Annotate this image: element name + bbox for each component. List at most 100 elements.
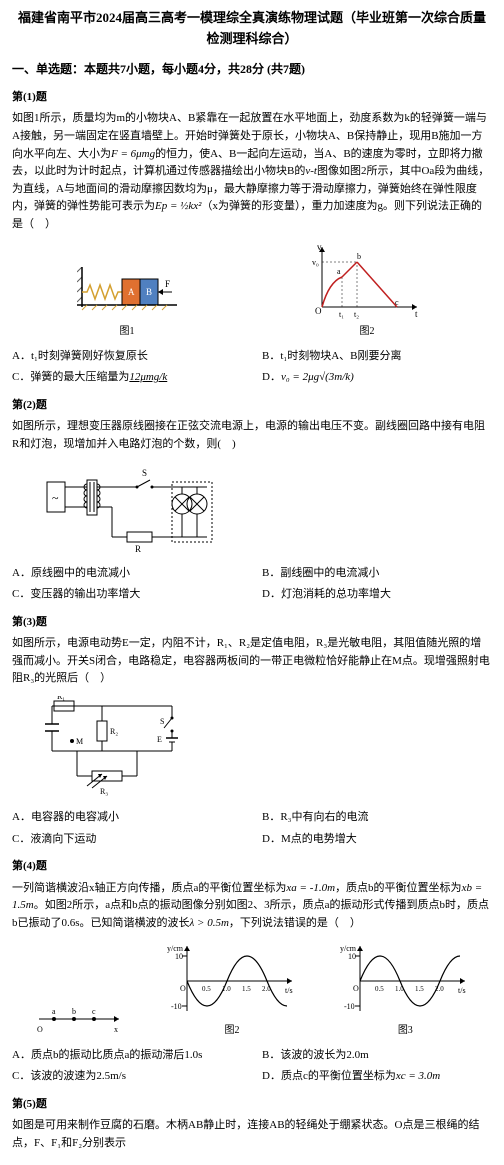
q2-num: 第(2)题 <box>12 397 492 415</box>
q1-num: 第(1)题 <box>12 89 492 107</box>
q3-optA: A．电容器的电容减小 <box>12 809 242 827</box>
svg-text:a: a <box>52 1007 56 1016</box>
q4-fig2-container: y/cm t/s 10 -10 O 0.5 1.0 1.5 2.0 图2 <box>167 941 297 1039</box>
svg-text:R₂: R₂ <box>110 727 118 736</box>
svg-text:O: O <box>37 1025 43 1034</box>
q4-options: A．质点b的振动比质点a的振动滞后1.0s B．该波的波长为2.0m C．该波的… <box>12 1047 492 1086</box>
q4-optC: C．该波的波速为2.5m/s <box>12 1068 242 1086</box>
q4-fig1-svg: x O a b c <box>34 999 124 1039</box>
svg-text:O: O <box>353 984 359 993</box>
q4-f3: λ > 0.5m <box>190 917 229 929</box>
q4-text4: ，下列说法错误的是（ ） <box>229 917 361 929</box>
q1-fig2-label: 图2 <box>307 324 427 340</box>
q5-num: 第(5)题 <box>12 1096 492 1114</box>
svg-text:R: R <box>135 544 141 554</box>
q4-num: 第(4)题 <box>12 858 492 876</box>
q1-optA: A．t₁时刻弹簧刚好恢复原长 <box>12 348 242 366</box>
q1-fig2-svg: v t O v₀ t₁ t₂ a b c <box>307 242 427 322</box>
svg-text:F: F <box>165 279 170 289</box>
q3-text: 如图所示，电源电动势E一定，内阻不计，R₁、R₂是定值电阻，R₃是光敏电阻，其阻… <box>12 635 492 688</box>
svg-text:v₀: v₀ <box>312 258 319 267</box>
svg-text:A: A <box>128 287 135 297</box>
svg-text:R₁: R₁ <box>57 696 65 701</box>
q4-text: 一列简谐横波沿x轴正方向传播，质点a的平衡位置坐标为xa = -1.0m，质点b… <box>12 880 492 933</box>
svg-text:c: c <box>92 1007 96 1016</box>
svg-text:~: ~ <box>52 491 59 505</box>
q2-fig-svg: ~ S R <box>42 462 222 557</box>
q1-figures: A B F 图1 v <box>12 242 492 340</box>
svg-text:b: b <box>72 1007 76 1016</box>
q1-text3: 图像如图2所示，其中Oa段为曲线， <box>317 165 489 177</box>
q3-figure: R₁ M R₂ S E R₃ <box>12 696 492 801</box>
svg-text:B: B <box>146 287 152 297</box>
q2-text: 如图所示，理想变压器原线圈接在正弦交流电源上，电源的输出电压不变。副线圈回路中接… <box>12 418 492 453</box>
q5-text: 如图是可用来制作豆腐的石磨。木柄AB静止时，连接AB的轻绳处于绷紧状态。O点是三… <box>12 1117 492 1152</box>
q4-fig3-label: 图3 <box>340 1023 470 1039</box>
q2-optD: D．灯泡消耗的总功率增大 <box>262 586 492 604</box>
q4-optD-text: D．质点c的平衡位置坐标为 <box>262 1070 396 1082</box>
q1-text: 如图1所示，质量均为m的小物块A、B紧靠在一起放置在水平地面上，劲度系数为k的轻… <box>12 110 492 233</box>
svg-text:t₁: t₁ <box>339 310 344 319</box>
q3-num: 第(3)题 <box>12 614 492 632</box>
q3-fig-svg: R₁ M R₂ S E R₃ <box>42 696 182 801</box>
q4-fig2-svg: y/cm t/s 10 -10 O 0.5 1.0 1.5 2.0 <box>167 941 297 1021</box>
q4-optD-formula: xc = 3.0m <box>396 1070 440 1082</box>
svg-text:t/s: t/s <box>458 986 466 995</box>
q3-optC: C．液滴向下运动 <box>12 831 242 849</box>
svg-text:M: M <box>76 737 83 746</box>
q4-f1: xa = -1.0m <box>286 882 335 894</box>
svg-text:b: b <box>357 252 361 261</box>
q1-f1: F = 6μmg <box>111 148 155 160</box>
q1-optD-formula: v₀ = 2μg√(3m/k) <box>281 371 354 383</box>
q1-fig1-svg: A B F <box>77 267 177 322</box>
q1-optB: B．t₁时刻物块A、B刚要分离 <box>262 348 492 366</box>
q2-figure: ~ S R <box>12 462 492 557</box>
svg-text:t: t <box>415 309 418 319</box>
svg-text:-10: -10 <box>344 1002 355 1011</box>
q4-fig1-container: x O a b c <box>34 999 124 1039</box>
q2-options: A．原线圈中的电流减小 B．副线圈中的电流减小 C．变压器的输出功率增大 D．灯… <box>12 565 492 604</box>
svg-text:t₂: t₂ <box>354 310 359 319</box>
q4-optB: B．该波的波长为2.0m <box>262 1047 492 1065</box>
svg-text:a: a <box>337 267 341 276</box>
svg-text:0.5: 0.5 <box>375 985 384 993</box>
svg-text:O: O <box>180 984 186 993</box>
q1-optC-text: C．弹簧的最大压缩量为 <box>12 371 129 383</box>
page-title: 福建省南平市2024届高三高考一模理综全真演练物理试题（毕业班第一次综合质量检测… <box>12 8 492 50</box>
svg-text:v: v <box>317 242 322 252</box>
q1-optD-text: D． <box>262 371 281 383</box>
q2-optB: B．副线圈中的电流减小 <box>262 565 492 583</box>
q1-optC-formula: 12μmg/k <box>129 371 167 383</box>
q4-optA: A．质点b的振动比质点a的振动滞后1.0s <box>12 1047 242 1065</box>
q4-fig3-container: y/cm t/s 10 -10 O 0.5 1.0 1.5 2.0 图3 <box>340 941 470 1039</box>
svg-text:E: E <box>157 735 162 744</box>
svg-text:R₃: R₃ <box>100 787 108 796</box>
q1-optD: D．v₀ = 2μg√(3m/k) <box>262 369 492 387</box>
q4-fig3-svg: y/cm t/s 10 -10 O 0.5 1.0 1.5 2.0 <box>340 941 470 1021</box>
svg-text:x: x <box>114 1025 118 1034</box>
svg-text:-10: -10 <box>171 1002 182 1011</box>
q4-figures: x O a b c y/cm t/s 10 -10 O 0.5 1.0 1.5 … <box>12 941 492 1039</box>
q1-options: A．t₁时刻弹簧刚好恢复原长 B．t₁时刻物块A、B刚要分离 C．弹簧的最大压缩… <box>12 348 492 387</box>
q4-text1: 一列简谐横波沿x轴正方向传播，质点a的平衡位置坐标为 <box>12 882 286 894</box>
section-header: 一、单选题：本题共7小题，每小题4分，共28分 (共7题) <box>12 60 492 79</box>
svg-text:10: 10 <box>348 952 356 961</box>
svg-text:1.5: 1.5 <box>242 985 251 993</box>
q3-optD: D．M点的电势增大 <box>262 831 492 849</box>
svg-text:1.5: 1.5 <box>415 985 424 993</box>
q1-fig1-label: 图1 <box>77 324 177 340</box>
svg-text:S: S <box>160 717 164 726</box>
svg-text:t/s: t/s <box>285 986 293 995</box>
svg-text:0.5: 0.5 <box>202 985 211 993</box>
q1-f3: Ep = ½kx² <box>155 200 201 212</box>
q1-fig1-container: A B F 图1 <box>77 267 177 340</box>
q3-optB: B．R₃中有向右的电流 <box>262 809 492 827</box>
q1-fig2-container: v t O v₀ t₁ t₂ a b c 图2 <box>307 242 427 340</box>
q3-options: A．电容器的电容减小 B．R₃中有向右的电流 C．液滴向下运动 D．M点的电势增… <box>12 809 492 848</box>
svg-text:S: S <box>142 468 147 478</box>
svg-text:O: O <box>315 306 322 316</box>
q1-f2: v-t <box>305 165 317 177</box>
svg-text:10: 10 <box>175 952 183 961</box>
q4-text2: ，质点b的平衡位置坐标为 <box>335 882 462 894</box>
q2-optA: A．原线圈中的电流减小 <box>12 565 242 583</box>
